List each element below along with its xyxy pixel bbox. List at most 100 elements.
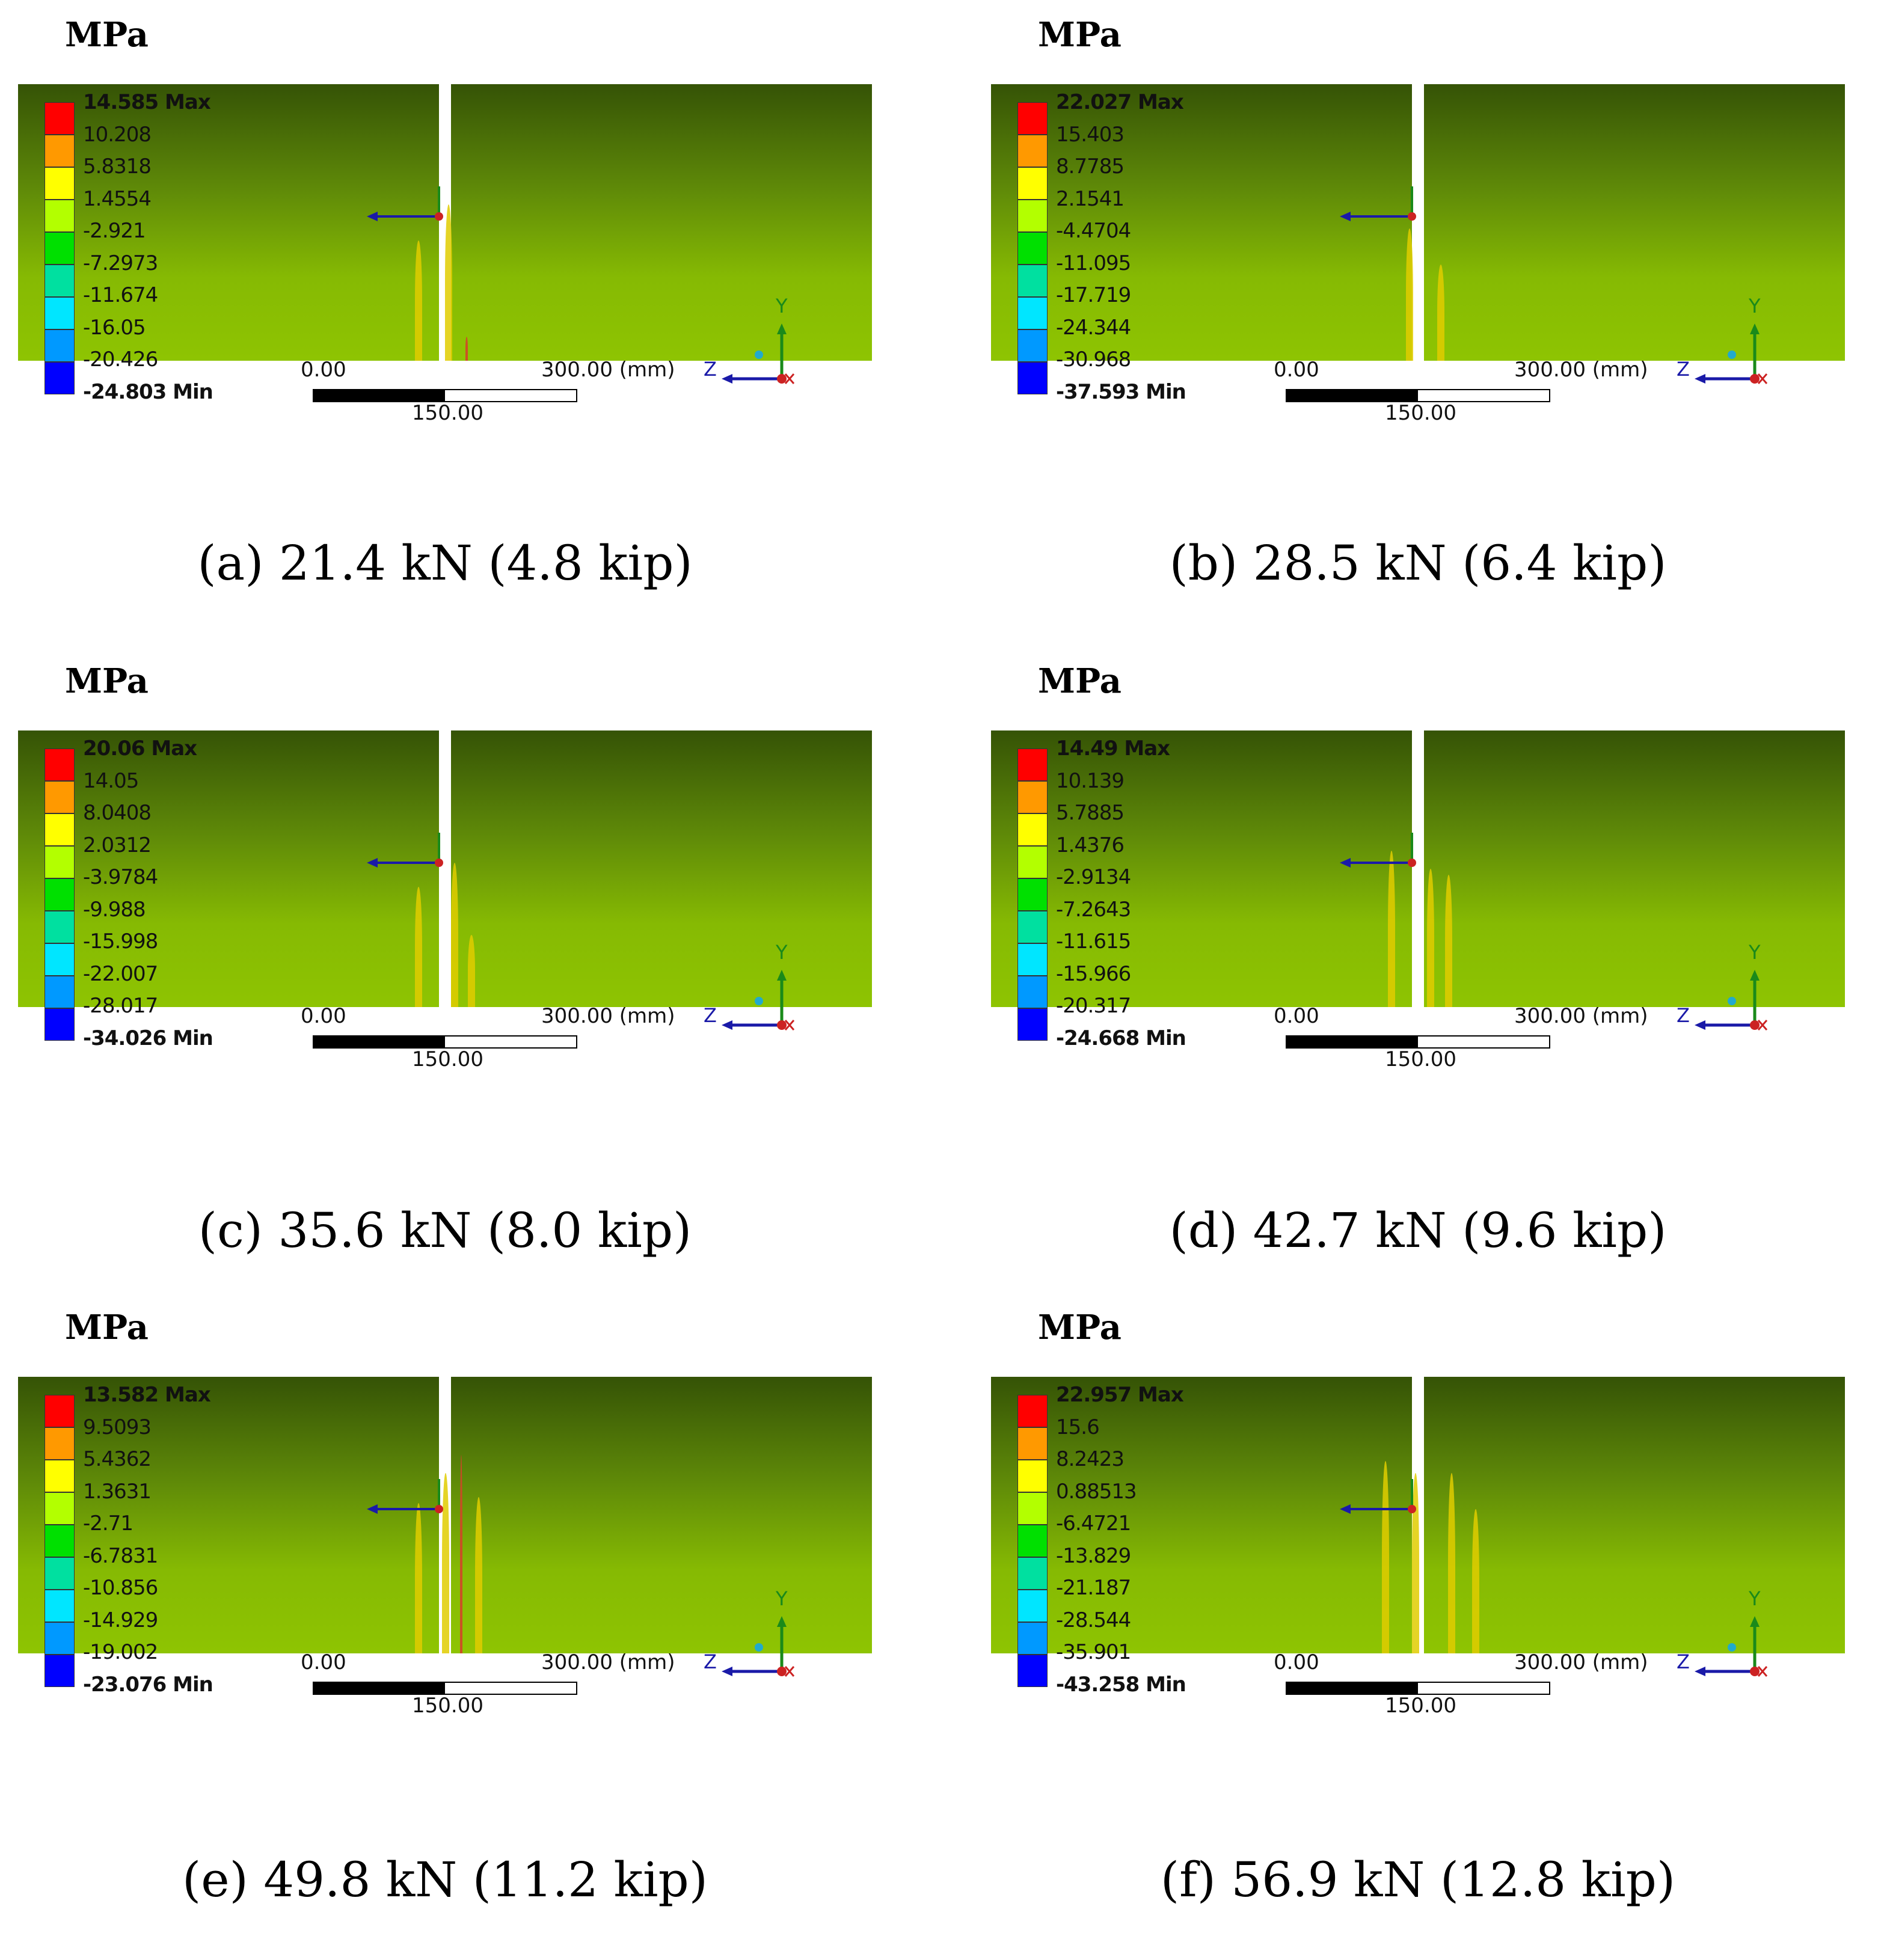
- legend-value: 15.403: [1056, 122, 1125, 147]
- legend-value: 8.7785: [1056, 155, 1125, 179]
- legend-swatch: [44, 265, 75, 297]
- axis-triad-icon: [1695, 323, 1768, 384]
- legend-color-bar: [44, 102, 75, 394]
- legend-value: 22.957 Max: [1056, 1383, 1184, 1407]
- legend-swatch: [1017, 167, 1048, 200]
- legend-value: -2.9134: [1056, 865, 1131, 889]
- legend-swatch: [44, 781, 75, 813]
- stress-panel: MPa 14.49 Max 10.139 5.7885 1.4376 -2.9134 -7.…: [991, 652, 1845, 1314]
- legend-swatch: [44, 200, 75, 232]
- legend-value: 13.582 Max: [83, 1383, 211, 1407]
- legend-swatch: [1017, 943, 1048, 976]
- axis-z-label: Z: [1677, 358, 1690, 381]
- legend-value: -20.426: [83, 348, 158, 372]
- unit-label: MPa: [1038, 1308, 1122, 1347]
- panel-caption: (b) 28.5 kN (6.4 kip): [1169, 535, 1667, 591]
- legend-swatch: [1017, 1460, 1048, 1492]
- legend-value: 8.0408: [83, 801, 152, 825]
- scale-bar-fill: [1287, 1683, 1418, 1694]
- legend-value: -35.901: [1056, 1640, 1131, 1664]
- legend-swatch: [1017, 362, 1048, 394]
- scale-mid-label: 150.00: [1385, 1047, 1456, 1071]
- legend-swatch: [1017, 329, 1048, 362]
- legend-swatch: [44, 1655, 75, 1687]
- crack-mark: [475, 1497, 482, 1653]
- stress-panel: MPa 22.027 Max 15.403 8.7785 2.1541 -4.4704 -1…: [991, 6, 1845, 667]
- legend-value: -7.2643: [1056, 897, 1131, 922]
- crack-mark: [1406, 228, 1413, 361]
- axis-z-label: Z: [704, 1004, 717, 1027]
- legend-value: -6.7831: [83, 1543, 158, 1568]
- legend-value: 1.4554: [83, 186, 152, 211]
- legend-swatch: [1017, 781, 1048, 813]
- legend-value: 5.8318: [83, 155, 152, 179]
- legend-swatch: [1017, 1590, 1048, 1622]
- legend-swatch: [44, 1525, 75, 1557]
- scale-bar-fill: [1287, 390, 1418, 401]
- panel-caption: (d) 42.7 kN (9.6 kip): [1169, 1202, 1667, 1258]
- legend-swatch: [1017, 878, 1048, 911]
- legend-swatch: [1017, 846, 1048, 878]
- origin-marker-icon: [367, 186, 443, 221]
- crack-mark: [415, 887, 422, 1007]
- axis-triad-icon: [1695, 1616, 1768, 1677]
- axis-triad-icon: [1695, 970, 1768, 1031]
- legend-value: 5.4362: [83, 1447, 152, 1471]
- scale-bar-fill: [314, 1037, 445, 1047]
- legend-value: 14.49 Max: [1056, 737, 1170, 761]
- legend-swatch: [1017, 232, 1048, 265]
- scale-left-label: 0.00: [1274, 1650, 1319, 1674]
- crack-mark: [1472, 1509, 1479, 1653]
- legend-value: 9.5093: [83, 1415, 152, 1439]
- unit-label: MPa: [65, 1308, 149, 1347]
- legend-swatch: [1017, 1492, 1048, 1525]
- legend-swatch: [44, 1427, 75, 1460]
- scale-mid-label: 150.00: [412, 1694, 483, 1718]
- legend-swatch: [1017, 135, 1048, 167]
- legend-value: -11.674: [83, 283, 158, 307]
- legend-swatch: [1017, 265, 1048, 297]
- scale-bar: 0.00 300.00 (mm) 150.00: [301, 1004, 675, 1071]
- origin-marker-icon: [367, 1479, 443, 1514]
- legend-swatch: [44, 1557, 75, 1590]
- legend-value: -17.719: [1056, 283, 1131, 307]
- scale-bar-fill: [1287, 1037, 1418, 1047]
- scale-bar-fill: [314, 1683, 445, 1694]
- scale-bar: 0.00 300.00 (mm) 150.00: [1274, 1004, 1648, 1071]
- legend-value: -43.258 Min: [1056, 1672, 1186, 1697]
- legend-value: -2.71: [83, 1511, 133, 1536]
- legend-color-bar: [1017, 749, 1048, 1041]
- legend-value: -22.007: [83, 961, 158, 986]
- scale-bar: 0.00 300.00 (mm) 150.00: [1274, 358, 1648, 425]
- axis-y-label: Y: [776, 941, 788, 964]
- legend-swatch: [44, 232, 75, 265]
- legend-color-bar: [44, 1395, 75, 1687]
- crack-mark: [1448, 1473, 1455, 1653]
- crack-mark: [1388, 851, 1395, 1007]
- scale-left-label: 0.00: [1274, 358, 1319, 382]
- origin-marker-icon: [1340, 186, 1416, 221]
- scale-right-label: 300.00 (mm): [541, 1650, 675, 1674]
- legend-value: -4.4704: [1056, 219, 1131, 243]
- legend-swatch: [44, 135, 75, 167]
- contour-plot: [991, 1377, 1845, 1653]
- legend-value: -10.856: [83, 1576, 158, 1600]
- slot-gap: [439, 730, 451, 1007]
- panel-caption: (a) 21.4 kN (4.8 kip): [197, 535, 693, 591]
- crack-mark: [445, 204, 452, 361]
- legend-swatch: [1017, 749, 1048, 781]
- legend-value: -20.317: [1056, 994, 1131, 1018]
- stress-panel: MPa 13.582 Max 9.5093 5.4362 1.3631 -2.71 -6.7…: [18, 1299, 872, 1960]
- crack-mark: [468, 935, 475, 1007]
- slot-gap: [1412, 730, 1424, 1007]
- legend-swatch: [44, 1395, 75, 1427]
- legend-swatch: [44, 1492, 75, 1525]
- legend-value: 0.88513: [1056, 1479, 1137, 1504]
- legend-swatch: [44, 167, 75, 200]
- legend-value: -21.187: [1056, 1576, 1131, 1600]
- legend-swatch: [44, 878, 75, 911]
- legend-swatch: [1017, 1557, 1048, 1590]
- legend-value: -24.668 Min: [1056, 1026, 1186, 1050]
- legend-swatch: [1017, 1395, 1048, 1427]
- unit-label: MPa: [65, 15, 149, 55]
